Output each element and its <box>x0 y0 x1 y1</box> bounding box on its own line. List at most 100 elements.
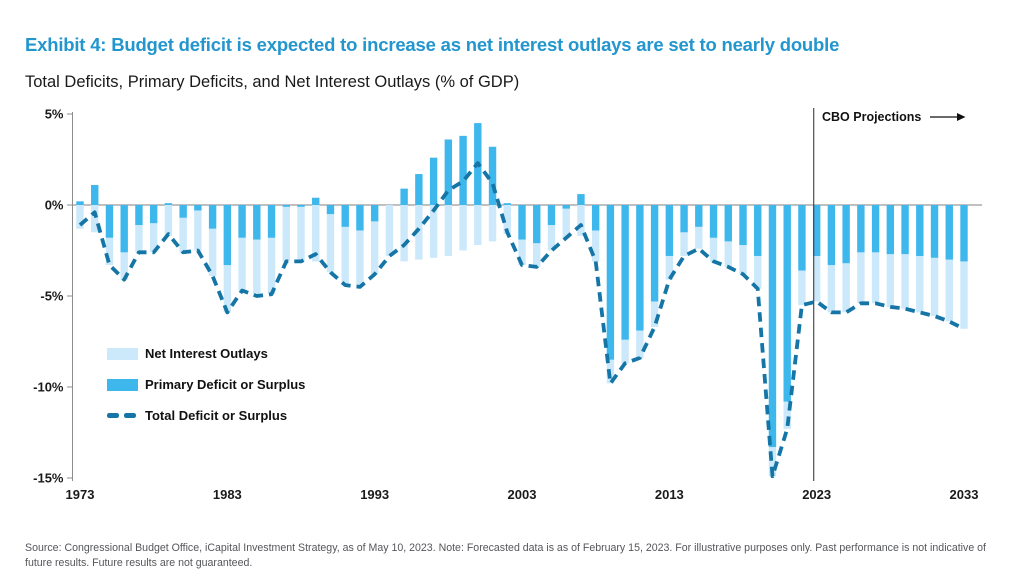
primary-deficit-bar <box>164 203 173 205</box>
net-interest-bar <box>709 237 718 262</box>
primary-deficit-bar <box>312 197 320 205</box>
primary-deficit-bar <box>503 203 511 205</box>
net-interest-bar <box>120 252 128 280</box>
net-interest-bar <box>444 205 453 256</box>
primary-deficit-bar <box>724 205 732 242</box>
y-tick-label: -15% <box>33 471 64 486</box>
legend-label: Total Deficit or Surplus <box>145 408 288 423</box>
primary-deficit-bar <box>680 205 688 233</box>
net-interest-bar <box>754 255 762 289</box>
primary-deficit-swatch-icon <box>107 378 138 391</box>
net-interest-bar <box>783 401 791 429</box>
primary-deficit-bar <box>945 205 953 260</box>
net-interest-bar <box>76 205 84 229</box>
net-interest-bar <box>547 225 556 251</box>
primary-deficit-bar <box>577 194 585 205</box>
primary-deficit-bar <box>370 205 379 222</box>
legend-item-total-deficit: Total Deficit or Surplus <box>107 408 305 423</box>
total-deficit-line <box>78 161 965 479</box>
primary-deficit-bar <box>282 205 290 207</box>
net-interest-bar <box>341 226 349 286</box>
net-interest-bar <box>297 206 305 262</box>
net-interest-bar <box>871 252 880 304</box>
primary-deficit-bar <box>842 205 850 264</box>
net-interest-bar <box>650 301 659 327</box>
net-interest-bar <box>739 245 747 275</box>
net-interest-bar <box>842 263 850 313</box>
net-interest-bar <box>194 210 202 251</box>
primary-deficit-bar <box>149 205 158 224</box>
primary-deficit-bar <box>827 205 836 266</box>
net-interest-bar <box>164 205 173 236</box>
net-interest-bar <box>429 205 438 258</box>
x-axis: 1973 1983 1993 2003 2013 2023 2033 <box>66 204 982 502</box>
primary-deficit-bar <box>297 205 305 207</box>
x-tick-label: 2013 <box>655 487 684 502</box>
net-interest-bar <box>916 255 924 313</box>
primary-deficit-bar <box>709 205 718 238</box>
primary-deficit-bar <box>76 201 84 205</box>
net-interest-bar <box>356 230 364 287</box>
net-interest-bar <box>503 205 511 235</box>
primary-deficit-bar <box>223 205 232 266</box>
primary-deficit-bar <box>739 205 747 246</box>
primary-deficit-bar <box>812 205 821 256</box>
primary-deficit-bar <box>267 205 276 238</box>
primary-deficit-bar <box>916 205 924 256</box>
primary-deficit-bar <box>459 135 467 205</box>
net-interest-bar <box>886 254 895 307</box>
net-interest-bar <box>370 221 379 275</box>
net-interest-bar <box>695 226 703 249</box>
primary-deficit-bar <box>120 205 128 253</box>
net-interest-bar <box>960 261 968 329</box>
primary-deficit-bar <box>650 205 659 302</box>
primary-deficit-bar <box>695 205 703 227</box>
primary-deficit-bar <box>621 205 629 340</box>
primary-deficit-bar <box>253 205 261 240</box>
net-interest-bar <box>930 257 939 317</box>
y-axis: 5% 0% -5% -10% -15% <box>33 107 73 486</box>
x-tick-label: 1973 <box>66 487 95 502</box>
dashed-line-swatch-icon <box>107 413 138 418</box>
legend-label: Net Interest Outlays <box>145 346 268 361</box>
net-interest-bar <box>901 254 909 309</box>
primary-deficit-bar <box>591 205 600 231</box>
net-interest-bar <box>400 205 408 262</box>
net-interest-bar <box>533 243 541 267</box>
primary-deficit-bar <box>754 205 762 256</box>
primary-deficit-bar <box>783 205 791 402</box>
primary-deficit-bar <box>429 157 438 205</box>
net-interest-bar <box>857 252 865 304</box>
net-interest-bar <box>179 217 187 253</box>
net-interest-bar <box>474 205 482 246</box>
net-interest-bar <box>459 205 467 251</box>
primary-deficit-bar <box>871 205 880 253</box>
primary-deficit-bar <box>179 205 187 218</box>
y-tick-label: -10% <box>33 380 64 395</box>
net-interest-bar <box>326 214 335 273</box>
primary-deficit-bar <box>886 205 895 255</box>
net-interest-bars <box>76 205 968 477</box>
primary-deficit-bar <box>400 188 408 205</box>
right-arrow-icon <box>930 113 966 121</box>
primary-deficit-bar <box>901 205 909 255</box>
net-interest-bar <box>415 205 423 260</box>
primary-deficit-bar <box>208 205 217 229</box>
net-interest-bar <box>282 206 290 262</box>
cbo-projections-annotation: CBO Projections <box>822 110 966 124</box>
legend-item-primary-deficit: Primary Deficit or Surplus <box>107 377 305 392</box>
net-interest-bar <box>105 237 114 266</box>
net-interest-bar <box>312 205 320 262</box>
exhibit-title: Exhibit 4: Budget deficit is expected to… <box>25 34 840 56</box>
net-interest-bar <box>621 339 629 364</box>
net-interest-bar <box>267 237 276 295</box>
net-interest-bar <box>91 205 99 233</box>
net-interest-bar <box>591 230 600 262</box>
chart-legend: Net Interest Outlays Primary Deficit or … <box>107 346 305 423</box>
net-interest-bar <box>665 255 674 280</box>
x-tick-label: 1993 <box>360 487 389 502</box>
net-interest-bar <box>945 259 953 322</box>
chart-subtitle: Total Deficits, Primary Deficits, and Ne… <box>25 72 520 91</box>
